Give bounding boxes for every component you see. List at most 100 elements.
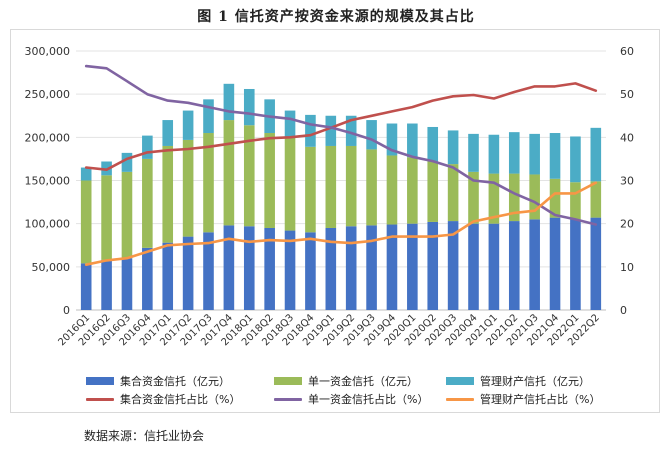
bar-segment-3 xyxy=(570,136,581,183)
legend-item-line-3: 管理财产信托占比（%） xyxy=(446,391,600,407)
bar-segment-3 xyxy=(407,123,418,158)
bar-segment-1 xyxy=(590,217,602,310)
y-right-tick-label: 0 xyxy=(620,304,627,317)
bar-segment-3 xyxy=(305,114,316,147)
y-left-tick-label: 200,000 xyxy=(25,131,71,144)
bars xyxy=(80,83,602,310)
x-axis: 2016Q12016Q22016Q32016Q42017Q12017Q22017… xyxy=(56,312,601,348)
bar-segment-2 xyxy=(386,155,398,225)
bar-segment-1 xyxy=(284,230,296,310)
bar-segment-3 xyxy=(488,134,500,174)
bar-segment-2 xyxy=(529,174,540,220)
bar-segment-3 xyxy=(549,133,561,179)
bar-segment-2 xyxy=(407,157,418,224)
bar-segment-1 xyxy=(570,219,581,310)
bar-segment-2 xyxy=(243,125,255,227)
legend-swatch xyxy=(274,397,302,401)
bar-segment-3 xyxy=(162,120,174,146)
bar-segment-3 xyxy=(529,133,540,175)
bar-segment-2 xyxy=(427,161,439,222)
bar-segment-1 xyxy=(121,258,133,310)
bar-segment-3 xyxy=(427,126,439,162)
bar-segment-3 xyxy=(121,152,133,172)
bar-segment-2 xyxy=(121,171,133,259)
y-axis-left: 0 50,000 100,000 150,000 200,000 250,000 300,0… xyxy=(25,45,71,317)
y-right-tick-label: 60 xyxy=(620,45,634,58)
bar-segment-1 xyxy=(488,223,500,310)
bar-segment-2 xyxy=(162,145,174,243)
y-right-tick-label: 40 xyxy=(620,131,634,144)
bar-segment-1 xyxy=(101,259,112,310)
bar-segment-1 xyxy=(264,227,275,310)
lines xyxy=(84,64,598,267)
legend-item-bar-3: 管理财产信托（亿元） xyxy=(446,373,590,389)
bar-segment-2 xyxy=(447,164,459,222)
bar-segment-2 xyxy=(203,133,214,233)
bar-segment-1 xyxy=(529,219,540,310)
bar-segment-3 xyxy=(203,99,214,134)
bar-segment-1 xyxy=(162,242,174,310)
legend-item-bar-2: 单一资金信托（亿元） xyxy=(274,373,418,389)
data-source: 数据来源：信托业协会 xyxy=(84,429,205,443)
legend-item-line-1: 集合资金信托占比（%） xyxy=(86,391,240,407)
bar-segment-2 xyxy=(570,182,581,220)
legend-label: 集合资金信托占比（%） xyxy=(120,393,241,406)
bar-segment-3 xyxy=(223,83,235,121)
bar-segment-1 xyxy=(549,217,561,310)
legend-label: 单一资金信托（亿元） xyxy=(308,375,418,388)
y-right-tick-label: 20 xyxy=(620,218,634,231)
bar-segment-2 xyxy=(366,149,377,226)
bar-segment-1 xyxy=(386,224,398,310)
bar-segment-1 xyxy=(447,221,459,310)
bar-segment-1 xyxy=(305,232,316,310)
bar-segment-3 xyxy=(508,132,520,174)
bar-segment-2 xyxy=(468,171,479,224)
bar-segment-2 xyxy=(284,137,296,231)
legend-label: 集合资金信托（亿元） xyxy=(120,375,230,388)
legend: 集合资金信托（亿元） 单一资金信托（亿元） 管理财产信托（亿元） 集合资金信托占… xyxy=(86,367,626,409)
bar-segment-2 xyxy=(345,145,357,227)
bar-segment-2 xyxy=(142,158,153,248)
bar-segment-2 xyxy=(264,133,275,228)
bar-segment-2 xyxy=(80,180,92,264)
bar-segment-3 xyxy=(142,135,153,159)
legend-label: 管理财产信托占比（%） xyxy=(480,393,601,406)
bar-segment-1 xyxy=(243,226,255,310)
bar-segment-1 xyxy=(427,221,439,310)
bar-segment-3 xyxy=(80,167,92,181)
line-series-3 xyxy=(84,181,598,267)
bar-segment-2 xyxy=(508,173,520,222)
bar-segment-3 xyxy=(345,115,357,146)
y-left-tick-label: 250,000 xyxy=(25,88,71,101)
line-series-2 xyxy=(84,64,598,226)
legend-item-bar-1: 集合资金信托（亿元） xyxy=(86,373,230,389)
bar-segment-3 xyxy=(468,133,479,172)
bar-segment-1 xyxy=(366,225,377,310)
bar-segment-3 xyxy=(590,127,602,182)
legend-swatch xyxy=(86,397,114,401)
bar-segment-2 xyxy=(223,120,235,226)
bar-segment-3 xyxy=(366,120,377,150)
y-left-tick-label: 50,000 xyxy=(32,261,71,274)
bar-segment-1 xyxy=(345,226,357,310)
bar-segment-2 xyxy=(488,173,500,224)
bar-segment-2 xyxy=(101,175,112,260)
bar-segment-1 xyxy=(407,223,418,310)
bar-segment-2 xyxy=(549,178,561,218)
bar-segment-1 xyxy=(142,247,153,310)
bar-segment-2 xyxy=(325,145,337,228)
bar-segment-1 xyxy=(325,227,337,310)
bar-segment-1 xyxy=(203,232,214,310)
y-axis-right: 0 10 20 30 40 50 60 xyxy=(620,45,634,317)
y-right-tick-label: 50 xyxy=(620,88,634,101)
bar-segment-3 xyxy=(325,115,337,146)
y-left-tick-label: 300,000 xyxy=(25,45,71,58)
legend-label: 管理财产信托（亿元） xyxy=(480,375,590,388)
bar-segment-1 xyxy=(80,263,92,310)
legend-item-line-2: 单一资金信托占比（%） xyxy=(274,391,428,407)
bar-segment-3 xyxy=(284,110,296,138)
y-right-tick-label: 30 xyxy=(620,175,634,188)
bar-segment-1 xyxy=(182,236,194,310)
bar-segment-3 xyxy=(182,110,194,140)
legend-swatch xyxy=(446,377,474,385)
